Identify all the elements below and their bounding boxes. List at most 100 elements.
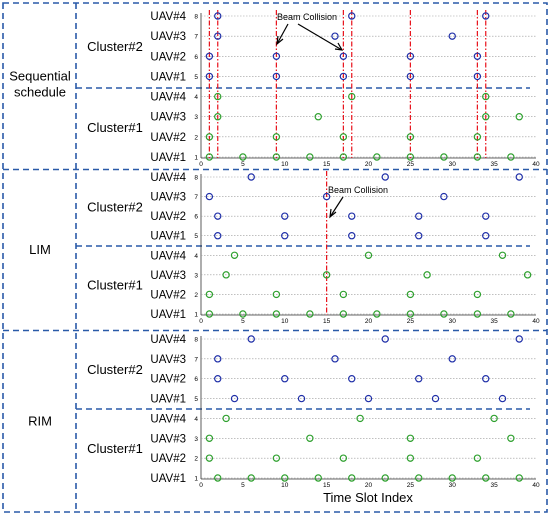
panel-1-xtick-15: 15: [323, 161, 331, 168]
panel-1-annotation-arrow-left: [276, 23, 289, 45]
panel-2-ytick-5: 5: [194, 233, 198, 240]
panel-3-marker-c1-uav1: [515, 474, 523, 482]
panel-3-marker-c1-uav4: [222, 414, 230, 423]
panel-2-uav-label-8: UAV#4: [150, 172, 186, 184]
panel-3-marker-c2-uav1: [364, 394, 373, 403]
panel-3-uav-label-5: UAV#1: [150, 394, 186, 406]
panel-2-marker-c1-uav1: [473, 310, 482, 318]
panel-1-marker-c2-uav1: [339, 72, 348, 81]
panel-3-marker-c2-uav2: [214, 375, 222, 383]
panel-2-ytick-6: 6: [194, 214, 198, 221]
panel-2-ytick-2: 2: [194, 292, 198, 299]
panel-1-marker-c2-uav3: [448, 32, 456, 40]
panel-2-marker-c1-uav2: [406, 290, 415, 299]
panel-2-marker-c2-uav1: [281, 232, 289, 240]
panel-2-marker-c2-uav1: [214, 232, 222, 240]
panel-2-xtick-20: 20: [365, 318, 373, 325]
panel-1-xtick-25: 25: [407, 161, 415, 168]
panel-1-marker-c1-uav1: [339, 153, 348, 161]
panel-3-uav-label-3: UAV#3: [150, 433, 186, 445]
panel-1-ytick-2: 2: [194, 134, 198, 141]
panel-1-xtick-40: 40: [532, 161, 540, 168]
panel-2-marker-c1-uav1: [507, 310, 515, 318]
panel-1-marker-c2-uav1: [406, 72, 415, 81]
panel-1-marker-c1-uav1: [239, 153, 247, 161]
panel-2-marker-c2-uav2: [482, 212, 490, 220]
panel-1-marker-c1-uav2: [205, 133, 214, 141]
panel-1-ytick-5: 5: [194, 74, 198, 81]
panel-2-ytick-7: 7: [194, 194, 198, 201]
panel-1-marker-c1-uav3: [482, 113, 490, 121]
panel-3-marker-c2-uav3: [214, 355, 222, 363]
panel-2-marker-c1-uav3: [222, 271, 230, 279]
panel-1-marker-c1-uav4: [348, 92, 356, 101]
panel-2-annotation-label: Beam Collision: [328, 185, 388, 195]
panel-1-uav-label-1: UAV#1: [150, 152, 186, 164]
panel-3-marker-c2-uav4: [515, 335, 523, 343]
panel-1-marker-c2-uav3: [331, 32, 339, 40]
panel-3-marker-c1-uav2: [339, 454, 348, 462]
panel-1-marker-c1-uav2: [406, 133, 415, 141]
panel-1-marker-c1-uav1: [205, 153, 214, 161]
panel-2-annotation-arrowhead: [329, 208, 337, 219]
panel-3-marker-c2-uav4: [381, 335, 389, 343]
panel-1-marker-c2-uav2: [339, 52, 348, 60]
panel-2-uav-label-4: UAV#4: [150, 250, 186, 262]
panel-2-marker-c2-uav4: [247, 173, 255, 181]
panel-2-xtick-5: 5: [241, 318, 245, 325]
panel-3-marker-c1-uav1: [348, 474, 356, 482]
panel-3-marker-c1-uav1: [247, 474, 255, 482]
panel-3-xtick-10: 10: [281, 482, 289, 489]
panel-1-marker-c1-uav1: [473, 153, 482, 161]
panel-1-uav-label-5: UAV#1: [150, 71, 186, 83]
panel-2-uav-label-5: UAV#1: [150, 231, 186, 243]
panel-2-marker-c2-uav3: [205, 192, 214, 201]
panel-3-marker-c2-uav2: [348, 375, 356, 383]
panel-2-scheme-label: LIM: [29, 242, 51, 257]
panel-1-marker-c1-uav2: [339, 133, 348, 141]
panel-3-marker-c2-uav3: [448, 355, 456, 363]
panel-1-uav-label-6: UAV#2: [150, 51, 186, 63]
panel-3-marker-c1-uav3: [406, 434, 415, 442]
panel-2-xtick-25: 25: [407, 318, 415, 325]
panel-3-marker-c1-uav1: [482, 474, 490, 482]
panel-3-marker-c1-uav3: [205, 434, 214, 442]
panel-1-marker-c2-uav4: [482, 12, 490, 20]
panel-2-ytick-3: 3: [194, 272, 198, 279]
panel-2-uav-label-1: UAV#1: [150, 309, 186, 321]
panel-1-annotation-arrowhead-right: [334, 42, 344, 51]
panel-1-cluster2-label: Cluster#2: [87, 39, 143, 54]
panel-2-annotation-arrow: [329, 196, 344, 218]
panel-1-annotation-label: Beam Collision: [277, 12, 337, 22]
panel-2-xtick-40: 40: [532, 318, 540, 325]
panel-3-marker-c1-uav1: [415, 474, 423, 482]
panel-1-ytick-7: 7: [194, 34, 198, 41]
panel-2-marker-c1-uav1: [339, 310, 348, 318]
panel-2-uav-label-2: UAV#2: [150, 289, 186, 301]
panel-2-marker-c2-uav4: [515, 173, 523, 181]
panel-2-marker-c1-uav4: [364, 251, 373, 259]
panel-1-marker-c2-uav4: [348, 12, 356, 20]
panel-1-marker-c2-uav1: [473, 72, 482, 81]
panel-1-marker-c2-uav2: [406, 52, 415, 60]
panel-3-uav-label-4: UAV#4: [150, 413, 186, 425]
panel-3-xtick-20: 20: [365, 482, 373, 489]
panel-2-xtick-30: 30: [449, 318, 457, 325]
x-axis-title: Time Slot Index: [323, 490, 413, 505]
panel-1-marker-c1-uav1: [373, 153, 381, 161]
panel-1-ytick-8: 8: [194, 14, 198, 21]
panel-1-uav-label-3: UAV#3: [150, 112, 186, 124]
panel-2-marker-c1-uav3: [523, 271, 532, 279]
panel-2-uav-label-6: UAV#2: [150, 211, 186, 223]
panel-3-ytick-3: 3: [194, 436, 198, 443]
panel-2-marker-c1-uav1: [272, 310, 281, 318]
panel-3-ytick-4: 4: [194, 416, 198, 423]
panel-2-marker-c1-uav1: [205, 310, 214, 318]
panel-1-marker-c1-uav3: [214, 113, 222, 121]
panel-1-marker-c1-uav4: [482, 92, 490, 101]
panel-1-scheme-label-line2: schedule: [14, 85, 66, 100]
panel-2-marker-c1-uav1: [406, 310, 415, 318]
panel-3-marker-c1-uav2: [272, 454, 281, 462]
panel-1-uav-label-7: UAV#3: [150, 31, 186, 43]
